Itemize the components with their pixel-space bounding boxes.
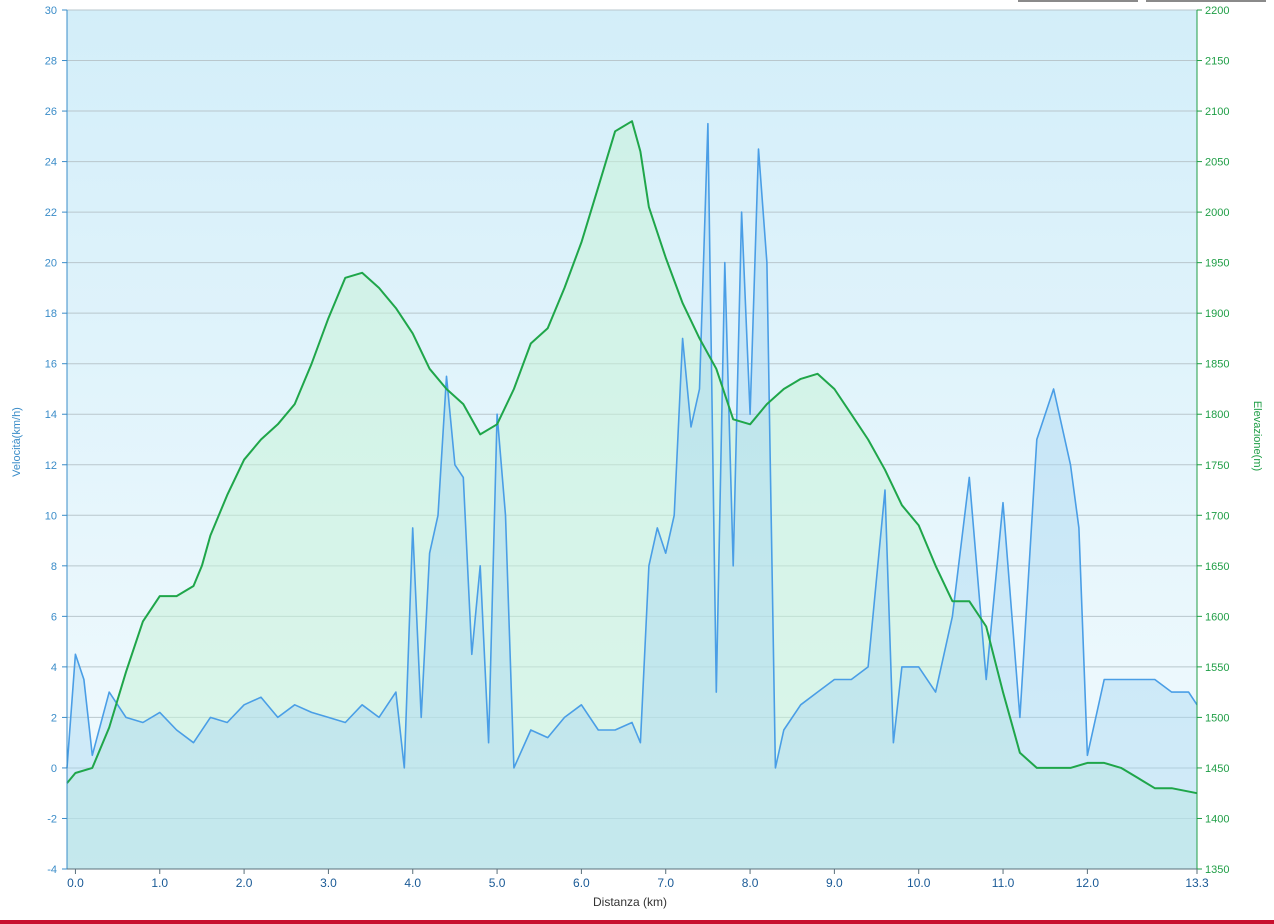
- speed-line: [66, 122, 1198, 769]
- right-tick-label-9: 1800: [1205, 409, 1229, 421]
- x-tick-label-0: 0.0: [67, 876, 84, 890]
- left-tick-label-15: 26: [45, 106, 57, 118]
- right-axis-title: Elevazione(m): [1251, 401, 1263, 471]
- right-tick-label-7: 1700: [1205, 510, 1229, 522]
- right-tick-label-8: 1750: [1205, 460, 1229, 472]
- left-tick-label-8: 12: [45, 460, 57, 472]
- left-tick-label-7: 10: [45, 510, 57, 522]
- left-tick-label-12: 20: [45, 258, 57, 270]
- right-tick-label-12: 1950: [1205, 258, 1229, 270]
- window-bottom-accent-bar: [0, 920, 1274, 924]
- x-tick-label-1: 1.0: [151, 876, 168, 890]
- right-tick-label-13: 2000: [1205, 207, 1229, 219]
- x-tick-label-11: 11.0: [992, 876, 1015, 890]
- axes: [66, 10, 1198, 870]
- x-tick-label-12: 12.0: [1076, 876, 1100, 890]
- left-tick-label-4: 4: [51, 662, 57, 674]
- elevation-line: [66, 120, 1198, 795]
- right-tick-label-5: 1600: [1205, 611, 1229, 623]
- left-tick-label-6: 8: [51, 561, 57, 573]
- right-tick-label-0: 1350: [1205, 864, 1229, 876]
- left-tick-label-0: -4: [47, 864, 57, 876]
- x-tick-label-2: 2.0: [236, 876, 253, 890]
- left-axis-title: Velocità(km/h): [11, 407, 23, 477]
- right-tick-label-10: 1850: [1205, 359, 1229, 371]
- left-tick-label-5: 6: [51, 611, 57, 623]
- left-tick-label-1: -2: [47, 813, 57, 825]
- speed-area: [67, 123, 1197, 869]
- left-tick-label-10: 16: [45, 359, 57, 371]
- right-axis-ticks: 1350 1400 1450 1500 1550 1600 1650 1700 1750 1800…: [1197, 5, 1229, 876]
- right-tick-label-4: 1550: [1205, 662, 1229, 674]
- x-tick-label-10: 10.0: [907, 876, 931, 890]
- right-tick-label-6: 1650: [1205, 561, 1229, 573]
- right-tick-label-1: 1400: [1205, 813, 1229, 825]
- x-tick-label-5: 5.0: [489, 876, 506, 890]
- x-tick-label-8: 8.0: [742, 876, 759, 890]
- x-tick-label-9: 9.0: [826, 876, 843, 890]
- top-tab-button-2[interactable]: [1146, 0, 1266, 2]
- x-tick-label-4: 4.0: [404, 876, 421, 890]
- elevation-area-fill: [67, 121, 1197, 869]
- right-tick-label-17: 2200: [1205, 5, 1229, 17]
- x-axis-ticks: 0.0 1.0 2.0 3.0 4.0 5.0 6.0 7.0 8.0 9.0 10.0 11.0 12…: [67, 869, 1209, 890]
- x-tick-label-13: 13.3: [1185, 876, 1209, 890]
- top-tab-button-1[interactable]: [1018, 0, 1138, 2]
- left-tick-label-3: 2: [51, 712, 57, 724]
- x-axis-title: Distanza (km): [593, 895, 667, 909]
- right-tick-label-16: 2150: [1205, 56, 1229, 68]
- elevation-area: [67, 121, 1197, 869]
- elevation-series-line: [66, 120, 1198, 795]
- speed-area-fill: [67, 123, 1197, 869]
- left-tick-label-13: 22: [45, 207, 57, 219]
- x-tick-label-3: 3.0: [320, 876, 337, 890]
- right-tick-label-14: 2050: [1205, 157, 1229, 169]
- speed-series-line: [66, 122, 1198, 769]
- x-tick-label-6: 6.0: [573, 876, 590, 890]
- left-tick-label-16: 28: [45, 56, 57, 68]
- right-tick-label-11: 1900: [1205, 308, 1229, 320]
- right-tick-label-2: 1450: [1205, 763, 1229, 775]
- left-tick-label-11: 18: [45, 308, 57, 320]
- right-tick-label-15: 2100: [1205, 106, 1229, 118]
- left-tick-label-17: 30: [45, 5, 57, 17]
- left-tick-label-9: 14: [45, 409, 57, 421]
- left-tick-label-2: 0: [51, 763, 57, 775]
- left-tick-label-14: 24: [45, 157, 57, 169]
- right-tick-label-3: 1500: [1205, 712, 1229, 724]
- x-tick-label-7: 7.0: [657, 876, 674, 890]
